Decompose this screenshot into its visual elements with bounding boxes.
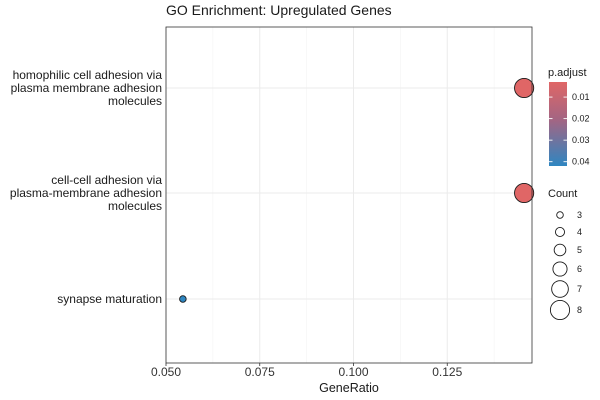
y-tick-label: molecules (108, 94, 162, 108)
plot-panel (165, 26, 535, 364)
count-legend-label: 7 (577, 284, 582, 294)
y-tick-label: cell-cell adhesion via (51, 173, 162, 187)
count-legend-circle (553, 243, 567, 257)
count-legend-circle (552, 261, 568, 277)
colorbar-tick-label: 0.01 (572, 92, 590, 102)
count-legend-label: 6 (577, 264, 582, 274)
count-legend-title: Count (548, 188, 577, 200)
count-legend-label: 8 (577, 305, 582, 315)
grid-lines (165, 27, 532, 363)
colorbar-tick-label: 0.04 (572, 157, 590, 167)
plot-border (165, 26, 533, 364)
data-points (179, 77, 535, 303)
count-legend-label: 5 (577, 245, 582, 255)
count-legend-circle (556, 211, 564, 219)
count-legend-circle (554, 226, 566, 238)
count-legend: Count 3 4 5 6 7 8 (548, 188, 582, 321)
p-adjust-legend-title: p.adjust (548, 67, 587, 79)
count-legend-label: 3 (577, 210, 582, 220)
y-tick-label: synapse maturation (57, 292, 162, 306)
x-tick-label: 0.125 (432, 365, 462, 379)
colorbar-tick-label: 0.03 (572, 135, 590, 145)
count-legend-items: 3 4 5 6 7 8 (549, 210, 582, 321)
count-legend-label: 4 (577, 227, 582, 237)
plot-background (166, 27, 532, 363)
data-point (514, 77, 535, 99)
y-tick-label: molecules (108, 199, 162, 213)
x-tick-label: 0.100 (338, 365, 368, 379)
data-point (514, 182, 535, 204)
x-tick-label: 0.050 (151, 365, 181, 379)
count-legend-circle (549, 299, 571, 321)
y-tick-label: plasma-membrane adhesion (10, 186, 162, 200)
count-legend-circle (551, 280, 569, 298)
p-adjust-legend: p.adjust 0.01 0.02 0.03 0.04 (548, 67, 590, 167)
data-point (179, 295, 187, 303)
y-tick-label: plasma membrane adhesion (11, 81, 162, 95)
x-axis-title: GeneRatio (319, 381, 379, 395)
p-adjust-colorbar (549, 82, 567, 166)
x-tick-label: 0.075 (245, 365, 275, 379)
y-tick-label: homophilic cell adhesion via (13, 68, 163, 82)
x-axis-ticks: 0.050 0.075 0.100 0.125 (151, 363, 463, 379)
chart-title: GO Enrichment: Upregulated Genes (166, 2, 392, 18)
p-adjust-ticks: 0.01 0.02 0.03 0.04 (549, 92, 590, 167)
colorbar-tick-label: 0.02 (572, 114, 590, 124)
